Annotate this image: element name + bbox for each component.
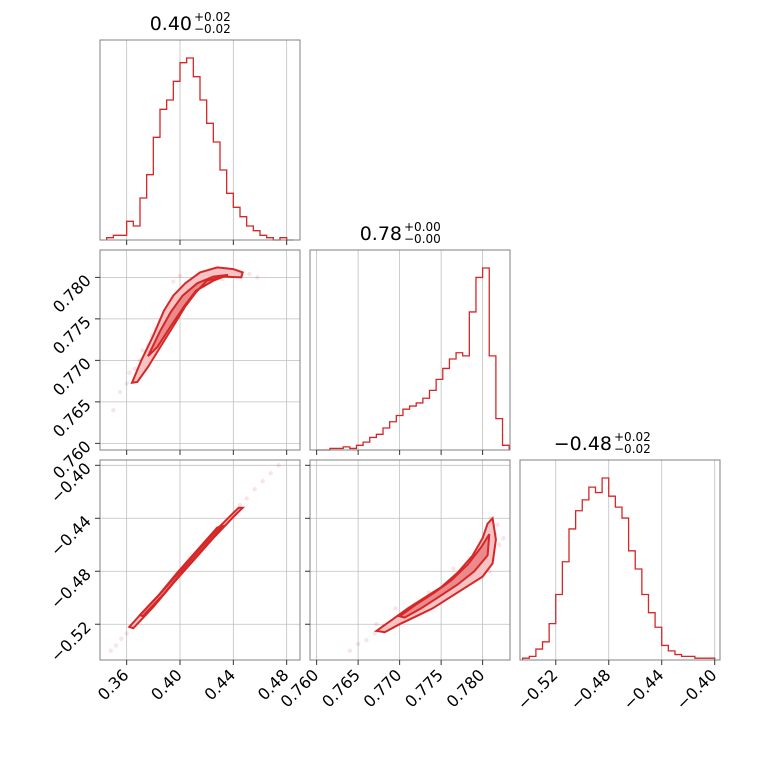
param-0-title-plus: +0.02: [194, 10, 231, 24]
plot-root: 0.40 +0.02−0.020.78 +0.00−0.00−0.48 +0.02−0…: [47, 10, 721, 713]
panel-0-sample-22: [247, 271, 252, 277]
ytick-label-1-3: 0.775: [49, 312, 95, 358]
panel-0-sample-5: [140, 348, 145, 353]
param-2-title-minus: −0.02: [614, 442, 651, 456]
panel-2-sample-3: [372, 631, 377, 636]
param-1-title-minus: −0.00: [404, 232, 441, 246]
panel-0-sample-2: [127, 370, 132, 376]
panel-0-sample-30: [111, 407, 116, 413]
panel-0-sample-32: [177, 273, 183, 278]
param-0-title-minus: −0.02: [194, 22, 231, 36]
panel-2-sample-24: [495, 522, 500, 528]
param-1-title-value: 0.78: [360, 223, 402, 245]
panel-1-sample-24: [268, 471, 273, 476]
xtick-label-1-4: 0.780: [443, 665, 489, 711]
histogram-1-step: [316, 267, 510, 451]
panel-2-sample-20: [497, 542, 502, 547]
panel-2-sample-28: [451, 566, 456, 571]
panel-1-sample-25: [276, 463, 281, 468]
panel-0-content: [111, 266, 260, 413]
panel-1-sample-23: [260, 478, 265, 484]
panel-2-sample-1: [355, 641, 361, 647]
xtick-label-2-3: −0.40: [672, 665, 720, 713]
panel-1-contour-inner: [138, 524, 226, 618]
xtick-label-2-1: −0.48: [566, 665, 614, 713]
ytick-label-2-0: −0.52: [47, 618, 95, 666]
xtick-label-2-2: −0.44: [619, 665, 667, 713]
panel-0-sample-31: [171, 279, 176, 284]
ytick-label-2-2: −0.44: [47, 512, 95, 560]
panel-0-contour-inner: [147, 273, 229, 357]
panel-1-sample-22: [252, 486, 257, 492]
xtick-label-1-3: 0.775: [401, 665, 447, 711]
panel-2-content: [347, 516, 506, 653]
panel-1-sample-1: [113, 643, 119, 648]
panel-1-frame: [99, 459, 301, 661]
xtick-label-1-2: 0.770: [360, 665, 406, 711]
panel-2-frame: [309, 459, 511, 661]
histogram-0-step: [106, 57, 294, 241]
param-2-title-plus: +0.02: [614, 430, 651, 444]
panel-2-2: [519, 459, 721, 661]
ytick-label-1-2: 0.770: [49, 354, 95, 400]
param-2-title-value: −0.48: [554, 433, 612, 455]
panel-2-1: [309, 459, 511, 661]
xtick-label-1-1: 0.765: [318, 665, 364, 711]
panel-0-sample-3: [132, 366, 137, 371]
panel-1-sample-21: [244, 496, 249, 501]
panel-1-sample-0: [108, 648, 113, 653]
histogram-0-frame: [99, 39, 301, 241]
panel-0-contour-outer: [130, 266, 244, 385]
param-1-title-plus: +0.00: [404, 220, 441, 234]
panel-2-contour-outer: [373, 516, 497, 634]
panel-2-sample-0: [347, 648, 353, 653]
panel-1-0: [99, 249, 301, 451]
histogram-2-frame: [519, 459, 721, 661]
panel-0-sample-23: [255, 275, 260, 280]
histogram-2-step: [521, 477, 716, 660]
panel-2-sample-2: [364, 637, 369, 643]
panel-2-sample-25: [374, 622, 379, 627]
panel-2-contour-fill-outer: [376, 518, 496, 633]
ytick-label-1-1: 0.765: [49, 395, 95, 441]
panel-2-0: [99, 459, 301, 661]
ytick-label-2-1: −0.48: [47, 565, 95, 613]
panel-2-sample-26: [393, 606, 398, 611]
panel-1-1: [309, 249, 511, 451]
panel-2-contour-inner: [397, 533, 491, 619]
panel-0-sample-0: [117, 389, 123, 395]
panel-0-frame: [99, 249, 301, 451]
panel-0-0: [99, 39, 301, 241]
xtick-label-0-1: 0.40: [147, 665, 186, 704]
panel-1-sample-3: [124, 631, 129, 636]
histogram-1-frame: [309, 249, 511, 451]
panel-1-sample-2: [119, 636, 124, 642]
panel-2-sample-23: [501, 535, 506, 541]
panel-1-sample-20: [237, 502, 243, 508]
ytick-label-1-4: 0.780: [49, 271, 95, 317]
panel-1-content: [108, 463, 281, 653]
xtick-label-0-0: 0.36: [94, 665, 133, 704]
xtick-label-0-2: 0.44: [201, 665, 240, 704]
param-0-title-value: 0.40: [150, 13, 192, 35]
xtick-label-2-0: −0.52: [513, 665, 561, 713]
panel-0-sample-1: [124, 381, 129, 386]
